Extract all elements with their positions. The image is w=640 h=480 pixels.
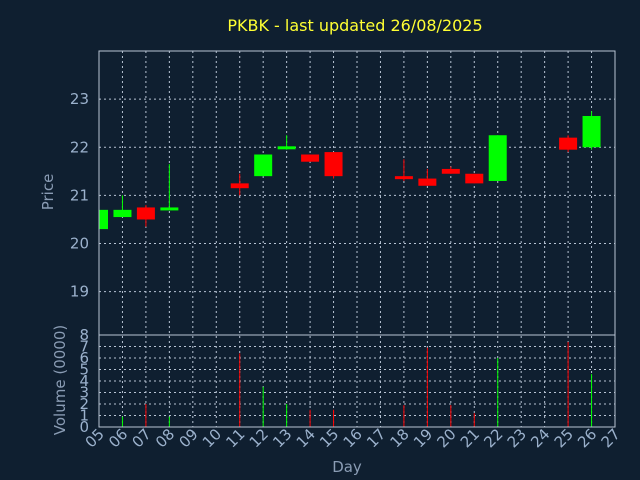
- x-axis-label: Day: [332, 458, 362, 476]
- price-tick-label: 19: [70, 283, 89, 301]
- x-tick-label: 09: [175, 425, 201, 451]
- x-tick-label: 17: [363, 425, 389, 451]
- volume-tick-label: 8: [79, 326, 89, 344]
- x-tick-label: 21: [457, 425, 483, 451]
- candle-body: [559, 138, 577, 150]
- volume-axis-label: Volume (0000): [51, 325, 69, 435]
- candle-body: [442, 169, 460, 174]
- x-tick-label: 18: [387, 425, 413, 451]
- x-tick-label: 20: [433, 425, 459, 451]
- marks-layer: [99, 111, 601, 427]
- x-tick-label: 15: [316, 425, 342, 451]
- x-tick-label: 06: [105, 425, 131, 451]
- candle-body: [418, 179, 436, 186]
- candle-body: [395, 176, 413, 179]
- candle-body: [254, 154, 272, 176]
- x-tick-label: 24: [527, 425, 553, 451]
- x-tick-label: 27: [598, 425, 624, 451]
- candle-body: [325, 152, 343, 176]
- x-tick-label: 08: [152, 425, 178, 451]
- candle-body: [113, 210, 131, 217]
- candle-body: [583, 116, 601, 147]
- x-tick-label: 07: [129, 425, 155, 451]
- ticks-layer: 0506070809101112131415161718192021222324…: [70, 90, 624, 451]
- candle-body: [278, 146, 296, 149]
- x-tick-label: 25: [551, 425, 577, 451]
- price-tick-label: 22: [70, 138, 89, 156]
- price-tick-label: 21: [70, 186, 89, 204]
- x-tick-label: 19: [410, 425, 436, 451]
- candle-body: [231, 183, 249, 188]
- price-tick-label: 20: [70, 235, 89, 253]
- x-tick-label: 22: [480, 425, 506, 451]
- x-tick-label: 23: [504, 425, 530, 451]
- x-tick-label: 14: [293, 425, 319, 451]
- candle-body: [137, 207, 155, 219]
- candle-body: [465, 174, 483, 184]
- candle-body: [160, 207, 178, 210]
- x-tick-label: 10: [199, 425, 225, 451]
- x-tick-label: 26: [574, 425, 600, 451]
- price-axis-label: Price: [39, 174, 57, 211]
- candle-body: [99, 210, 108, 229]
- grid-layer: [99, 51, 615, 427]
- x-tick-label: 12: [246, 425, 272, 451]
- x-tick-label: 11: [222, 425, 248, 451]
- price-tick-label: 23: [70, 90, 89, 108]
- x-tick-label: 13: [269, 425, 295, 451]
- candle-body: [301, 154, 319, 161]
- x-tick-label: 16: [340, 425, 366, 451]
- candle-body: [489, 135, 507, 181]
- chart-title: PKBK - last updated 26/08/2025: [227, 16, 482, 35]
